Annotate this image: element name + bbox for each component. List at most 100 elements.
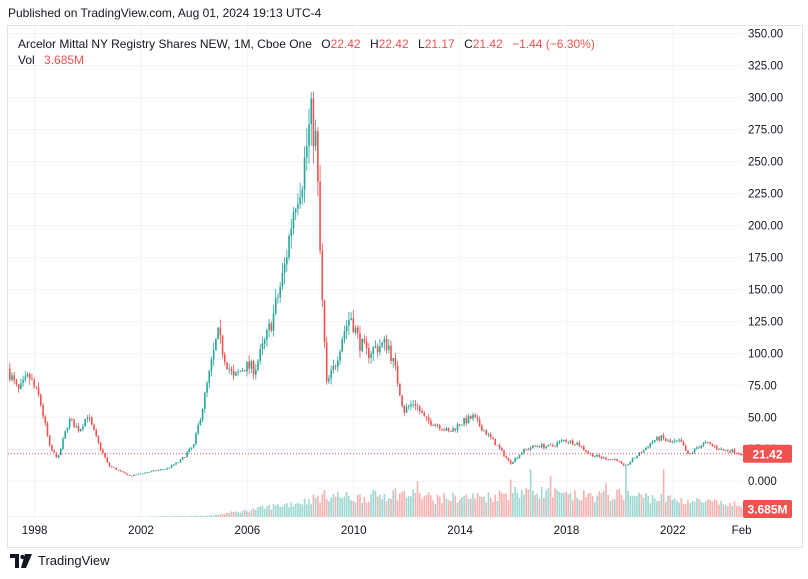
candle-body xyxy=(150,471,153,472)
candle-body xyxy=(257,361,259,370)
volume-bar xyxy=(598,491,601,517)
volume-bar xyxy=(711,501,714,517)
candle-body xyxy=(461,424,463,426)
candle-body xyxy=(450,431,452,432)
candle-body xyxy=(288,235,290,258)
volume-bar xyxy=(172,516,175,517)
volume-bar xyxy=(560,492,563,517)
candle-body xyxy=(223,354,226,363)
volume-bar xyxy=(587,493,590,517)
legend-ohlc-row: Arcelor Mittal NY Registry Shares NEW, 1… xyxy=(18,36,595,52)
candle-body xyxy=(425,416,428,418)
candle-body xyxy=(740,454,742,456)
open-value: 22.42 xyxy=(330,37,361,51)
volume-bar xyxy=(704,501,707,517)
y-tick-label: 225.00 xyxy=(748,189,783,201)
volume-bar xyxy=(301,504,304,517)
candle-body xyxy=(263,339,266,344)
candle-body xyxy=(642,450,645,453)
volume-bar xyxy=(212,515,215,517)
candle-body xyxy=(64,431,67,439)
volume-bar xyxy=(602,490,605,517)
candle-body xyxy=(432,425,434,426)
candle-body xyxy=(88,417,91,419)
candle-body xyxy=(310,98,313,125)
y-tick-label: 250.00 xyxy=(748,157,783,169)
volume-bar xyxy=(509,479,512,517)
chart-frame[interactable] xyxy=(7,25,803,548)
volume-bar xyxy=(445,498,448,517)
candle-body xyxy=(82,426,84,430)
volume-bar xyxy=(390,498,392,517)
volume-bar xyxy=(252,508,255,517)
candle-body xyxy=(469,416,472,419)
volume-bar xyxy=(554,488,556,517)
volume-bar xyxy=(215,514,217,517)
candle-body xyxy=(51,445,53,451)
volume-bar xyxy=(281,506,284,517)
time-axis: 1998 2002 2006 2010 2014 2018 2022 Feb xyxy=(22,525,752,537)
volume-bar xyxy=(434,503,437,517)
candle-body xyxy=(651,441,654,444)
candle-body xyxy=(219,327,222,336)
volume-bar xyxy=(574,490,576,517)
volume-bar xyxy=(175,516,177,517)
candle-body xyxy=(99,442,102,450)
volume-bar xyxy=(724,504,727,517)
volume-bar xyxy=(441,503,443,517)
volume-bar xyxy=(645,493,647,517)
volume-bar xyxy=(438,496,441,517)
volume-bar xyxy=(161,516,164,517)
volume-bar xyxy=(485,502,488,517)
candle-body xyxy=(59,448,62,456)
candle-body xyxy=(722,448,725,451)
volume-bar xyxy=(540,487,543,517)
candle-body xyxy=(656,436,658,441)
volume-bar xyxy=(651,494,654,517)
last-volume-badge: 3.685M xyxy=(743,500,792,518)
candle-body xyxy=(26,374,29,377)
candle-body xyxy=(403,405,406,413)
volume-bar xyxy=(525,488,527,517)
candle-body xyxy=(210,359,213,371)
volume-bar xyxy=(622,499,625,517)
low-label: L xyxy=(418,37,425,51)
volume-bar xyxy=(192,515,195,517)
volume-bar xyxy=(545,490,547,517)
volume-bar xyxy=(164,516,166,517)
candle-body xyxy=(645,447,647,451)
volume-bar xyxy=(698,498,700,517)
volume-bar xyxy=(325,499,328,517)
candle-body xyxy=(598,455,601,457)
candle-body xyxy=(540,444,543,448)
volume-bar xyxy=(290,502,293,517)
candle-body xyxy=(141,473,144,475)
candle-body xyxy=(569,440,572,443)
candle-body xyxy=(270,323,273,331)
volume-bar xyxy=(520,489,523,517)
volume-bar xyxy=(312,494,315,517)
candle-body xyxy=(387,345,390,350)
candle-body xyxy=(565,439,567,443)
candle-body xyxy=(605,457,607,460)
candle-body xyxy=(130,475,133,477)
candle-body xyxy=(498,445,501,449)
tradingview-footer[interactable]: TradingView xyxy=(10,553,110,568)
volume-bar xyxy=(217,514,219,517)
candle-body xyxy=(689,453,691,455)
candle-body xyxy=(574,444,576,446)
candle-body xyxy=(248,361,250,369)
candle-body xyxy=(680,439,683,442)
volume-bar xyxy=(277,503,279,517)
volume-bar xyxy=(609,500,612,517)
candle-body xyxy=(192,444,195,448)
candle-body xyxy=(84,418,86,427)
volume-bar xyxy=(569,492,572,517)
volume-bar xyxy=(684,504,687,517)
volume-bar xyxy=(432,500,434,517)
volume-bar xyxy=(416,481,419,517)
candle-body xyxy=(715,446,718,449)
candle-body xyxy=(401,395,403,406)
volume-bar xyxy=(195,515,197,517)
